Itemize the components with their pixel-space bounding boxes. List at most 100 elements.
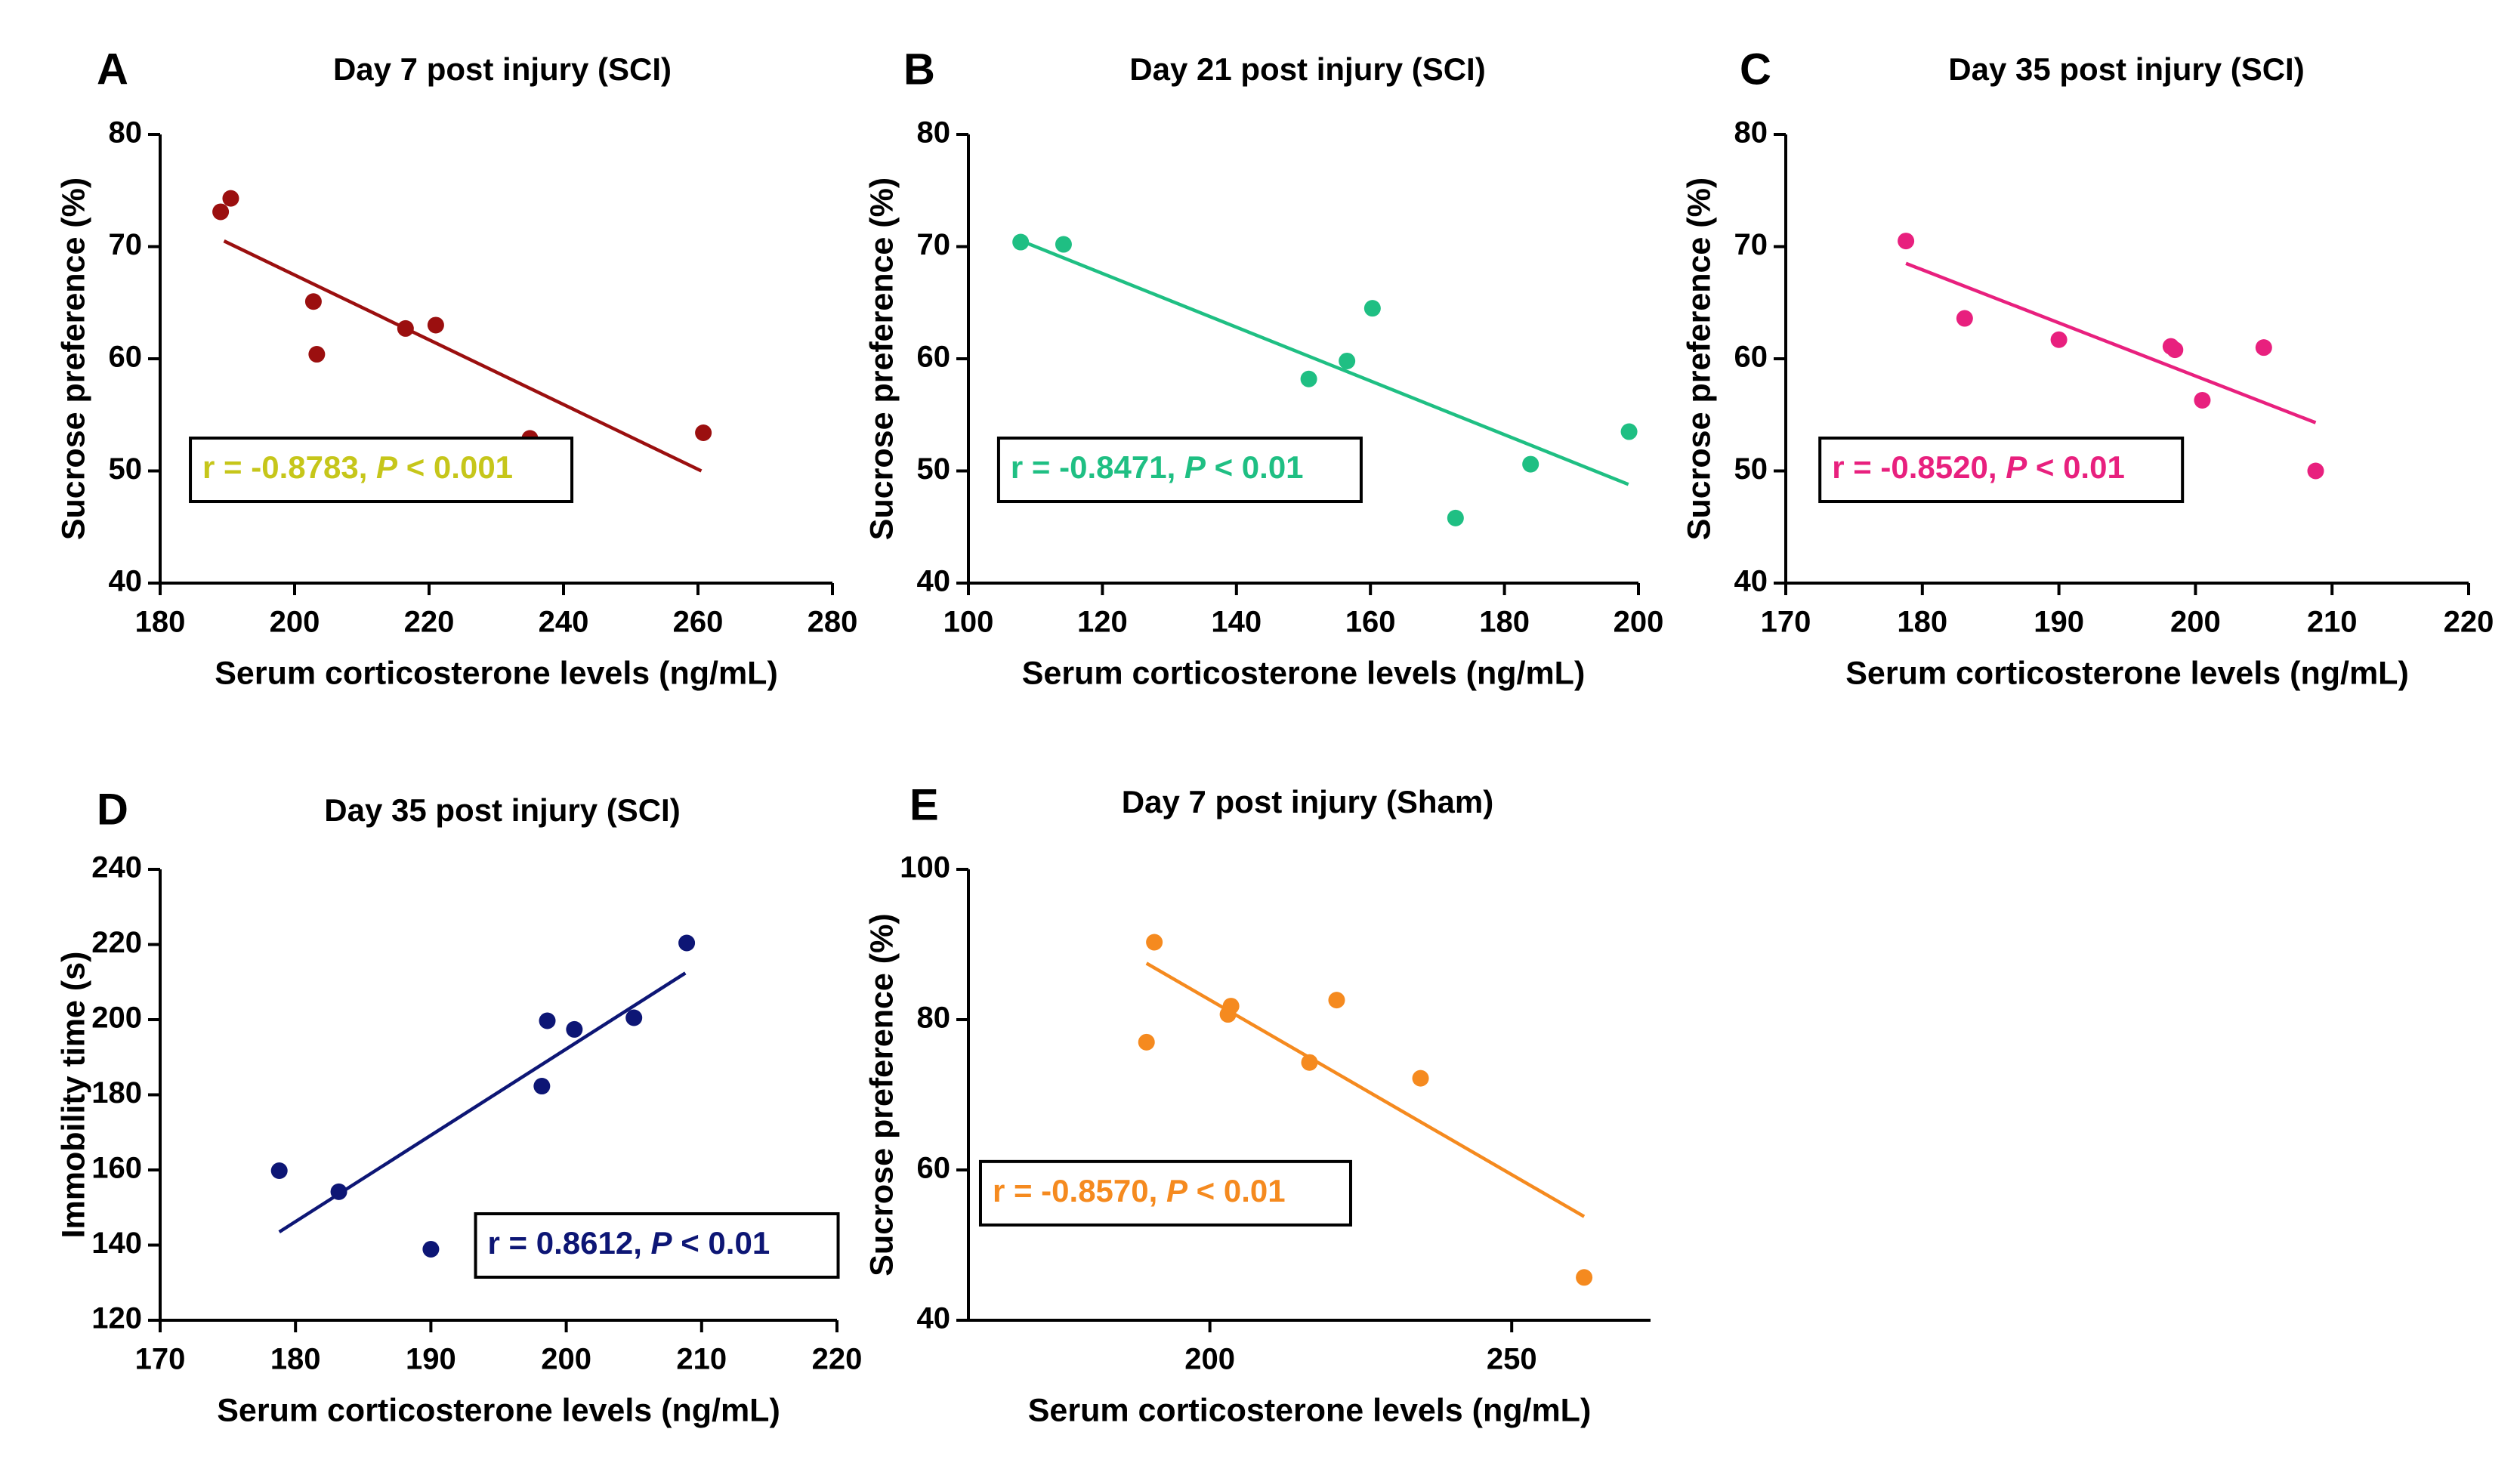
y-axis-label: Sucrose preference (%) [863, 177, 900, 540]
y-tick-label: 40 [917, 565, 951, 598]
panel-a: A Day 7 post injury (SCI) 40 50 60 70 80 180 200… [55, 45, 857, 691]
x-tick-label: 240 [539, 606, 589, 639]
data-point [2050, 331, 2068, 348]
stat-r-value: r = -0.8471, [1011, 449, 1184, 485]
stat-box: r = -0.8471, P < 0.01 [996, 437, 1363, 504]
x-axis-label: Serum corticosterone levels (ng/mL) [1845, 655, 2409, 691]
y-tick-label: 80 [1734, 116, 1768, 150]
stat-p-value: < 0.01 [1187, 1173, 1286, 1208]
stat-box: r = -0.8520, P < 0.01 [1818, 437, 2185, 504]
stat-box: r = -0.8570, P < 0.01 [978, 1159, 1352, 1227]
stat-box: r = 0.8612, P < 0.01 [474, 1211, 840, 1279]
y-tick-label: 140 [91, 1227, 142, 1260]
data-point [2307, 462, 2324, 480]
stat-r-value: r = -0.8520, [1832, 449, 2006, 485]
stat-box: r = -0.8783, P < 0.001 [189, 437, 574, 504]
panel-label: E [909, 780, 939, 829]
stat-text: r = -0.8520, P < 0.01 [1832, 449, 2125, 485]
x-tick-label: 180 [1479, 606, 1530, 639]
data-point [1412, 1069, 1429, 1087]
y-axis-label: Sucrose preference (%) [863, 913, 900, 1276]
y-tick-label: 220 [91, 926, 142, 959]
stat-p-value: < 0.001 [397, 449, 513, 485]
data-point [1146, 934, 1163, 951]
data-point [1055, 236, 1072, 253]
chart-title: Day 7 post injury (SCI) [333, 51, 672, 87]
stat-p-symbol: P [1166, 1173, 1188, 1208]
y-tick-label: 120 [91, 1302, 142, 1335]
data-point [1576, 1269, 1593, 1286]
panel-label: A [97, 45, 128, 94]
data-point [304, 293, 322, 310]
y-tick-label: 180 [91, 1076, 142, 1110]
data-point [1522, 455, 1539, 473]
data-point [1898, 233, 1915, 250]
x-tick-label: 190 [2034, 606, 2084, 639]
x-tick-label: 200 [1614, 606, 1664, 639]
y-tick-label: 160 [91, 1152, 142, 1185]
data-point [330, 1183, 347, 1200]
panel-label: D [97, 785, 128, 834]
data-point [1363, 300, 1381, 317]
y-tick-label: 50 [1734, 452, 1768, 486]
x-tick-label: 170 [1761, 606, 1811, 639]
data-point [308, 346, 326, 363]
y-tick-label: 50 [109, 452, 143, 486]
stat-r-value: r = -0.8783, [202, 449, 376, 485]
panel-label: B [903, 45, 935, 94]
y-tick-label: 60 [1734, 341, 1768, 374]
stat-box-frame [189, 437, 574, 504]
x-tick-label: 200 [2170, 606, 2221, 639]
data-point [625, 1009, 643, 1026]
x-tick-label: 220 [404, 606, 455, 639]
x-tick-label: 180 [1897, 606, 1947, 639]
chart-title: Day 21 post injury (SCI) [1129, 51, 1485, 87]
regression-line [1145, 961, 1586, 1218]
data-point [427, 316, 444, 334]
data-point [1301, 1054, 1318, 1071]
data-point [2194, 391, 2211, 409]
data-point [1012, 233, 1030, 251]
y-tick-label: 60 [917, 341, 951, 374]
data-point [678, 934, 696, 952]
stat-r-value: r = 0.8612, [488, 1225, 651, 1261]
data-point [2255, 339, 2272, 356]
data-point [533, 1078, 551, 1095]
chart-title: Day 35 post injury (SCI) [1948, 51, 2304, 87]
x-tick-label: 280 [808, 606, 858, 639]
x-tick-label: 100 [943, 606, 994, 639]
regression-line [1018, 238, 1629, 486]
data-point [539, 1012, 556, 1029]
y-tick-label: 100 [900, 851, 950, 884]
panel-d: D Day 35 post injury (SCI) 120 140 160 180 200… [55, 785, 862, 1428]
x-tick-label: 220 [812, 1343, 863, 1376]
regression-line [223, 239, 703, 473]
stat-box-frame [1818, 437, 2185, 504]
x-tick-label: 200 [270, 606, 320, 639]
data-point [222, 190, 239, 207]
chart-title: Day 35 post injury (SCI) [324, 792, 680, 828]
data-point [566, 1020, 583, 1038]
y-axis-label: Sucrose preference (%) [55, 177, 91, 540]
y-tick-label: 80 [917, 1002, 951, 1035]
data-point [695, 424, 712, 442]
data-point [1447, 509, 1464, 526]
data-point [212, 203, 230, 221]
data-point [1620, 423, 1638, 440]
stat-text: r = -0.8471, P < 0.01 [1011, 449, 1304, 485]
stat-box-frame [996, 437, 1363, 504]
x-tick-label: 200 [1184, 1343, 1235, 1376]
x-axis-label: Serum corticosterone levels (ng/mL) [1022, 655, 1586, 691]
y-tick-label: 40 [109, 565, 143, 598]
x-tick-label: 120 [1077, 606, 1128, 639]
stat-p-value: < 0.01 [1206, 449, 1304, 485]
data-point [422, 1240, 440, 1258]
x-axis-label: Serum corticosterone levels (ng/mL) [1028, 1392, 1592, 1428]
stat-text: r = 0.8612, P < 0.01 [488, 1225, 771, 1261]
stat-p-value: < 0.01 [672, 1225, 771, 1261]
x-tick-label: 190 [406, 1343, 456, 1376]
panel-e: E Day 7 post injury (Sham) 40 60 80 100 200 250… [863, 780, 1651, 1428]
x-axis-label: Serum corticosterone levels (ng/mL) [217, 1392, 780, 1428]
stat-text: r = -0.8783, P < 0.001 [202, 449, 513, 485]
